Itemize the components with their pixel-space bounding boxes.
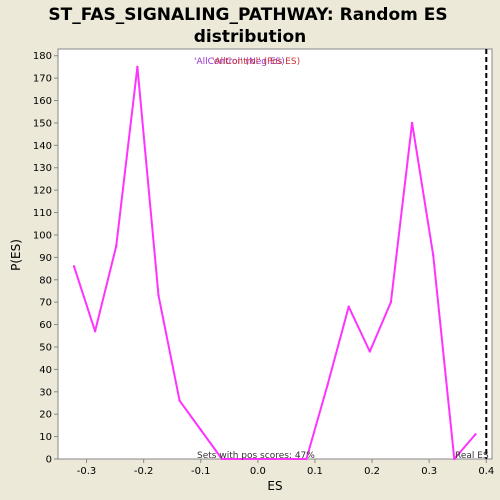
y-tick-label: 90 [39, 253, 52, 264]
data-point [326, 383, 329, 387]
data-point [368, 350, 371, 353]
x-tick-label: 0.4 [478, 466, 494, 477]
y-tick-label: 140 [33, 141, 52, 152]
chart-title-line2: distribution [194, 27, 306, 47]
data-point [305, 457, 308, 461]
y-tick-label: 70 [39, 298, 52, 309]
y-tick-label: 160 [33, 96, 52, 107]
y-tick-label: 100 [33, 230, 52, 241]
legend-entry-pos: 'AllControl' (Pos ES) [212, 57, 300, 67]
data-point [178, 399, 181, 402]
data-point [410, 121, 414, 125]
data-point [199, 428, 202, 432]
data-point [93, 330, 97, 333]
y-tick-label: 10 [39, 432, 52, 443]
data-point [136, 65, 139, 69]
x-axis-title: ES [267, 479, 282, 493]
y-tick-label: 150 [33, 118, 52, 129]
data-point [389, 300, 393, 304]
y-tick-label: 80 [39, 275, 52, 286]
x-axis: -0.3 -0.2 -0.1 0.0 0.1 0.2 0.3 0.4 [77, 459, 494, 477]
data-point [474, 433, 477, 436]
y-tick-label: 60 [39, 320, 52, 331]
x-tick-label: -0.3 [77, 466, 97, 477]
data-point [431, 253, 435, 257]
x-tick-label: 0.2 [364, 466, 380, 477]
y-tick-label: 110 [33, 208, 52, 219]
y-tick-label: 40 [39, 365, 52, 376]
x-tick-label: 0.0 [250, 466, 266, 477]
x-tick-label: -0.2 [134, 466, 154, 477]
series-points [72, 65, 477, 461]
pos-scores-annotation: Sets with pos scores: 47% [197, 451, 315, 461]
y-axis: 0 10 20 30 40 50 60 70 80 90 100 110 120 130 140 150 160… [33, 51, 58, 466]
data-point [72, 265, 76, 268]
data-point [453, 457, 456, 461]
data-point [220, 457, 224, 461]
legend-entry-neg: 'AllControl' (Neg ES) [194, 57, 285, 67]
data-point [347, 305, 350, 308]
x-tick-label: 0.3 [421, 466, 437, 477]
x-tick-label: 0.1 [307, 466, 323, 477]
plot-area [57, 48, 493, 460]
y-tick-label: 180 [33, 51, 52, 62]
chart-title-line1: ST_FAS_SIGNALING_PATHWAY: Random ES [48, 5, 447, 25]
x-tick-label: -0.1 [191, 466, 211, 477]
y-axis-title: P(ES) [9, 239, 23, 271]
y-tick-label: 30 [39, 387, 52, 398]
y-tick-label: 130 [33, 163, 52, 174]
data-point [115, 244, 118, 248]
y-tick-label: 120 [33, 186, 52, 197]
y-tick-label: 20 [39, 410, 52, 421]
y-tick-label: 50 [39, 342, 52, 353]
y-tick-label: 0 [46, 455, 52, 466]
y-tick-label: 170 [33, 74, 52, 85]
real-es-label: Real ES [455, 451, 489, 461]
data-point [157, 294, 160, 297]
